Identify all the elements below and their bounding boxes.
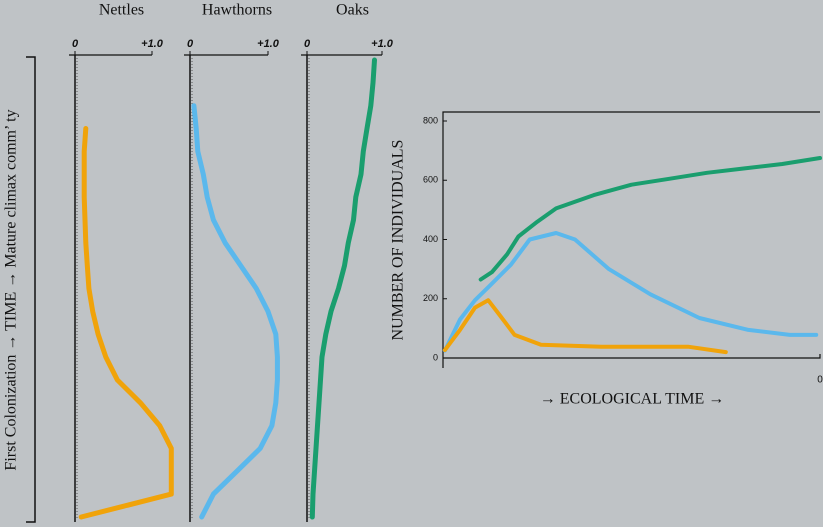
corner-label: 0	[817, 375, 823, 386]
series-line	[442, 231, 819, 353]
panel-title: Hawthorns	[202, 2, 272, 19]
y-tick-label: 200	[423, 293, 438, 303]
x-tick-label: +1.0	[141, 38, 164, 50]
x-tick-label: +1.0	[371, 38, 394, 50]
frame	[442, 111, 821, 368]
panel-title: Oaks	[336, 2, 369, 19]
y-axis-label: NUMBER OF INDIVIDUALS	[390, 140, 407, 341]
profile-line	[309, 57, 377, 520]
y-tick-label: 600	[423, 175, 438, 185]
y-tick-label: 800	[423, 115, 438, 125]
x-tick-label: 0	[304, 38, 311, 50]
x-tick-label: 0	[187, 38, 194, 50]
y-tick-label: 400	[423, 234, 438, 244]
x-axis-label: → ECOLOGICAL TIME →	[540, 391, 724, 408]
series-line	[478, 156, 822, 282]
profile-line	[191, 103, 280, 520]
y-axis-label: First Colonization → TIME → Mature clima…	[3, 109, 20, 470]
x-tick-label: +1.0	[257, 38, 280, 50]
time-bracket	[26, 56, 36, 523]
panel-title: Nettles	[99, 2, 144, 19]
y-tick-label: 0	[433, 352, 438, 362]
profile-line	[78, 126, 174, 520]
x-tick-label: 0	[72, 38, 79, 50]
series-line	[442, 298, 728, 355]
